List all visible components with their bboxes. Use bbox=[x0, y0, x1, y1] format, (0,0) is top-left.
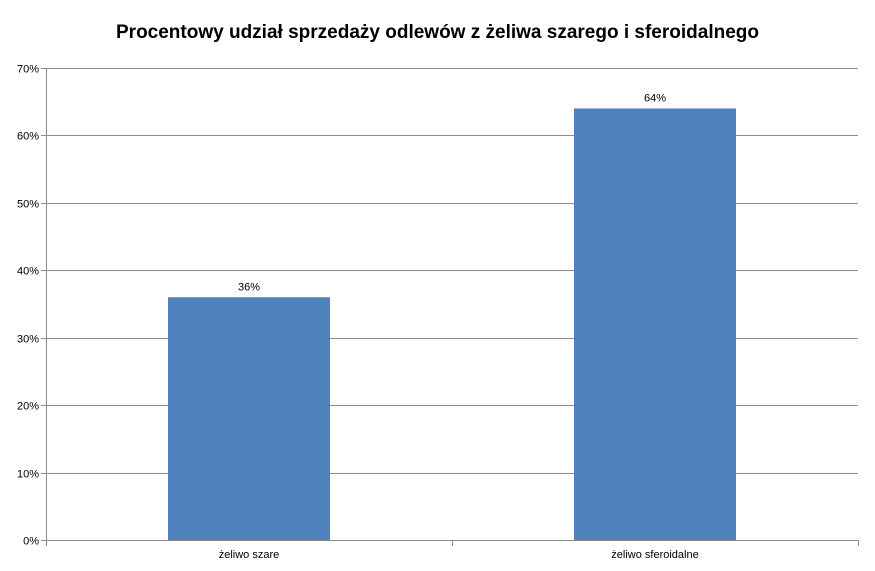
data-label: 36% bbox=[238, 281, 260, 293]
y-tick-label: 60% bbox=[17, 131, 39, 143]
y-axis-tick-labels: 0% 10% 20% 30% 40% 50% 60% 70% bbox=[17, 64, 39, 548]
x-axis-category-labels: żeliwo szare żeliwo sferoidalne bbox=[219, 549, 699, 561]
category-label: żeliwo szare bbox=[219, 549, 280, 561]
category-label: żeliwo sferoidalne bbox=[611, 549, 698, 561]
data-labels: 36% 64% bbox=[238, 92, 666, 293]
data-label: 64% bbox=[644, 92, 666, 104]
chart-title: Procentowy udział sprzedaży odlewów z że… bbox=[116, 22, 759, 43]
gridlines bbox=[46, 68, 858, 474]
y-tick-label: 50% bbox=[17, 199, 39, 211]
y-tick-label: 20% bbox=[17, 401, 39, 413]
y-tick-label: 70% bbox=[17, 64, 39, 76]
bar bbox=[574, 108, 736, 540]
y-tick-label: 0% bbox=[23, 536, 39, 548]
y-tick-label: 30% bbox=[17, 334, 39, 346]
axes bbox=[41, 68, 859, 546]
bars bbox=[168, 108, 736, 540]
y-tick-label: 10% bbox=[17, 469, 39, 481]
y-tick-label: 40% bbox=[17, 266, 39, 278]
bar bbox=[168, 297, 330, 540]
